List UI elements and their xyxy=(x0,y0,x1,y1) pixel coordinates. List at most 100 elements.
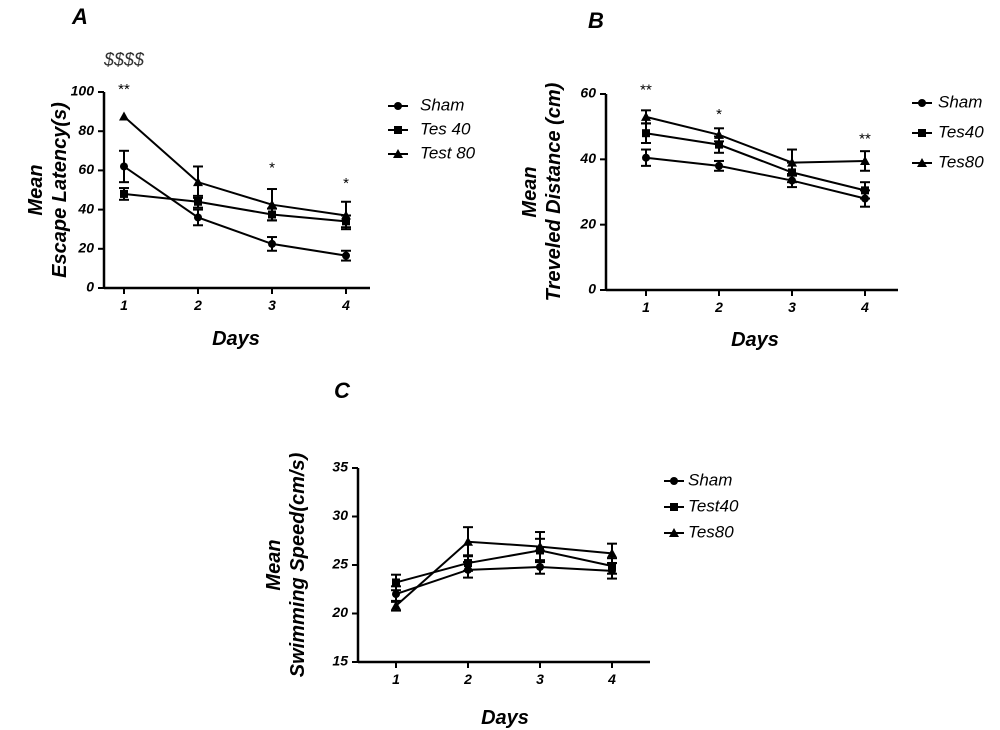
legend-item: Sham xyxy=(912,92,982,111)
series-line xyxy=(123,165,347,257)
data-point xyxy=(120,189,128,198)
significance-star-label: ** xyxy=(118,81,130,98)
x-tick-label: 1 xyxy=(120,297,128,313)
panel-letter: A xyxy=(71,4,88,29)
panel-b: B 0 20 40 60 1 2 3 4 Days Mean Treveled Distance (c… xyxy=(519,8,984,351)
series-line xyxy=(645,156,866,200)
y-tick-label: 20 xyxy=(579,215,596,231)
series-tes80 xyxy=(391,526,617,612)
significance-dollar-label: $$$$ xyxy=(103,49,145,69)
legend-label: Sham xyxy=(938,92,982,111)
legend-marker xyxy=(670,477,678,485)
y-tick-label: 80 xyxy=(78,122,94,138)
data-point xyxy=(464,559,472,568)
y-axis-title-line: Treveled Distance (cm) xyxy=(543,82,565,301)
legend-label: Tes 40 xyxy=(420,119,471,138)
series-tes80 xyxy=(641,109,870,177)
y-tick-label: 20 xyxy=(77,240,94,256)
data-point xyxy=(787,157,797,167)
data-point xyxy=(608,561,616,570)
data-point xyxy=(535,541,545,551)
y-tick-label: 60 xyxy=(78,161,94,177)
data-point xyxy=(607,548,617,558)
x-axis-title: Days xyxy=(731,329,779,351)
legend-item: Test40 xyxy=(664,496,739,515)
y-tick-label: 35 xyxy=(332,459,348,475)
legend-label: Tes40 xyxy=(938,122,984,141)
x-tick-label: 4 xyxy=(860,299,869,315)
y-tick-label: 40 xyxy=(579,150,596,166)
x-tick-label: 2 xyxy=(714,299,723,315)
legend-marker xyxy=(394,102,402,110)
x-tick-label: 3 xyxy=(788,299,796,315)
series-line xyxy=(395,540,613,607)
legend-marker xyxy=(393,149,403,158)
y-tick-label: 25 xyxy=(331,556,348,572)
legend-marker xyxy=(917,158,927,167)
series-line xyxy=(645,115,866,164)
x-tick-label: 3 xyxy=(268,297,276,313)
legend-label: Sham xyxy=(688,470,732,489)
data-point xyxy=(267,199,277,209)
data-point xyxy=(120,162,128,171)
significance-star-label: ** xyxy=(859,131,871,148)
panel-a: A 0 20 40 60 80 100 1 2 3 4 Days Mean Escape Latency(… xyxy=(25,4,476,350)
data-point xyxy=(860,155,870,165)
legend-label: Sham xyxy=(420,95,464,114)
legend-label: Tes80 xyxy=(938,152,984,171)
y-tick-label: 0 xyxy=(86,279,94,295)
series-test40 xyxy=(391,537,617,592)
legend-item: Tes 40 xyxy=(388,119,471,138)
y-tick-label: 20 xyxy=(331,604,348,620)
y-tick-label: 30 xyxy=(332,507,348,523)
y-axis-title: Mean Escape Latency(s) xyxy=(25,102,71,278)
legend-label: Test 80 xyxy=(420,143,476,162)
data-point xyxy=(392,578,400,587)
series-line xyxy=(395,565,613,596)
data-point xyxy=(391,600,401,610)
y-tick-label: 0 xyxy=(588,281,596,297)
legend-item: Test 80 xyxy=(388,143,476,162)
panel-letter: C xyxy=(334,378,351,403)
series-line xyxy=(123,115,347,217)
y-axis-title-line: Mean xyxy=(519,166,541,217)
significance-star-label: * xyxy=(269,159,275,176)
data-point xyxy=(715,161,723,170)
x-tick-label: 4 xyxy=(607,671,616,687)
legend-item: Sham xyxy=(664,470,732,489)
y-tick-label: 15 xyxy=(332,653,348,669)
panel-letter: B xyxy=(588,8,604,33)
data-point xyxy=(119,111,129,121)
data-point xyxy=(463,536,473,546)
y-tick-label: 40 xyxy=(77,200,94,216)
data-point xyxy=(536,562,544,571)
data-point xyxy=(268,239,276,248)
legend-marker xyxy=(918,99,926,107)
x-axis-title: Days xyxy=(481,707,529,729)
data-point xyxy=(642,153,650,162)
x-tick-label: 2 xyxy=(463,671,472,687)
data-point xyxy=(861,186,869,195)
y-axis-title-line: Swimming Speed(cm/s) xyxy=(287,452,309,677)
data-point xyxy=(714,129,724,139)
x-tick-label: 4 xyxy=(341,297,350,313)
series-sham xyxy=(119,149,351,262)
y-axis-title-line: Mean xyxy=(25,164,47,215)
y-axis-title-line: Mean xyxy=(263,539,285,590)
legend-item: Sham xyxy=(388,95,464,114)
data-point xyxy=(194,213,202,222)
x-tick-label: 3 xyxy=(536,671,544,687)
x-tick-label: 1 xyxy=(392,671,400,687)
data-point xyxy=(392,590,400,599)
series-test-80 xyxy=(119,111,351,231)
x-axis-title: Days xyxy=(212,328,260,350)
y-tick-label: 60 xyxy=(580,85,596,101)
legend-item: Tes80 xyxy=(912,152,984,171)
x-tick-label: 1 xyxy=(642,299,650,315)
significance-star-label: * xyxy=(716,106,722,123)
significance-star-label: * xyxy=(343,175,349,192)
series-line xyxy=(645,132,866,192)
y-axis-title: Mean Treveled Distance (cm) xyxy=(519,82,565,301)
legend-marker xyxy=(669,528,679,537)
legend-label: Test40 xyxy=(688,496,739,515)
